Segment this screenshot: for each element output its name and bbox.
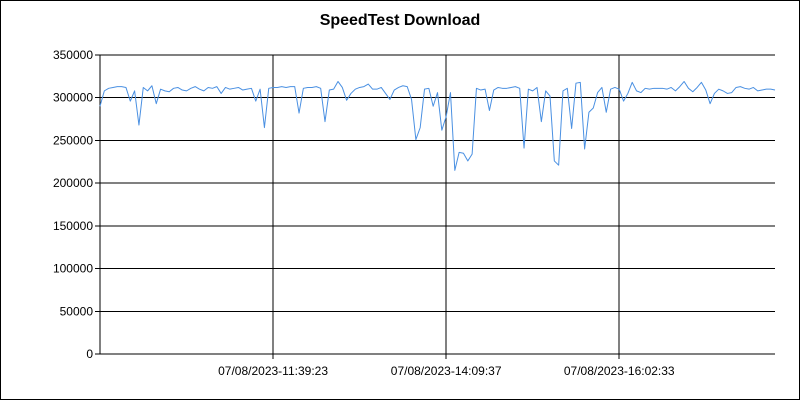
series-line [99,80,776,171]
y-tick-label: 100000 [53,262,93,276]
x-tick-label: 07/08/2023-11:39:23 [218,364,328,378]
x-tick-label: 07/08/2023-14:09:37 [391,364,502,378]
gridlines [100,54,775,354]
series-layer [99,80,776,171]
y-tick-label: 250000 [53,133,93,147]
y-tick-label: 200000 [53,176,93,190]
x-tick-label: 07/08/2023-16:02:33 [564,364,675,378]
tick-labels: 350000 300000 250000 200000 150000 100000 5000… [53,48,675,378]
y-tick-label: 50000 [60,304,94,318]
chart-title: SpeedTest Download [319,12,481,29]
y-tick-label: 0 [86,347,93,361]
y-tick-label: 150000 [53,219,93,233]
y-tick-label: 350000 [53,48,93,62]
y-tick-label: 300000 [53,91,93,105]
